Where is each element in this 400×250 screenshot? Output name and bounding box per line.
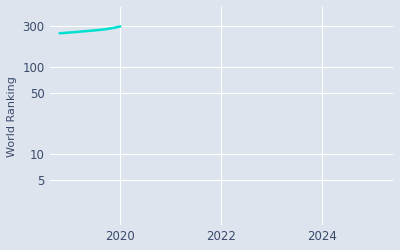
Y-axis label: World Ranking: World Ranking	[7, 76, 17, 156]
